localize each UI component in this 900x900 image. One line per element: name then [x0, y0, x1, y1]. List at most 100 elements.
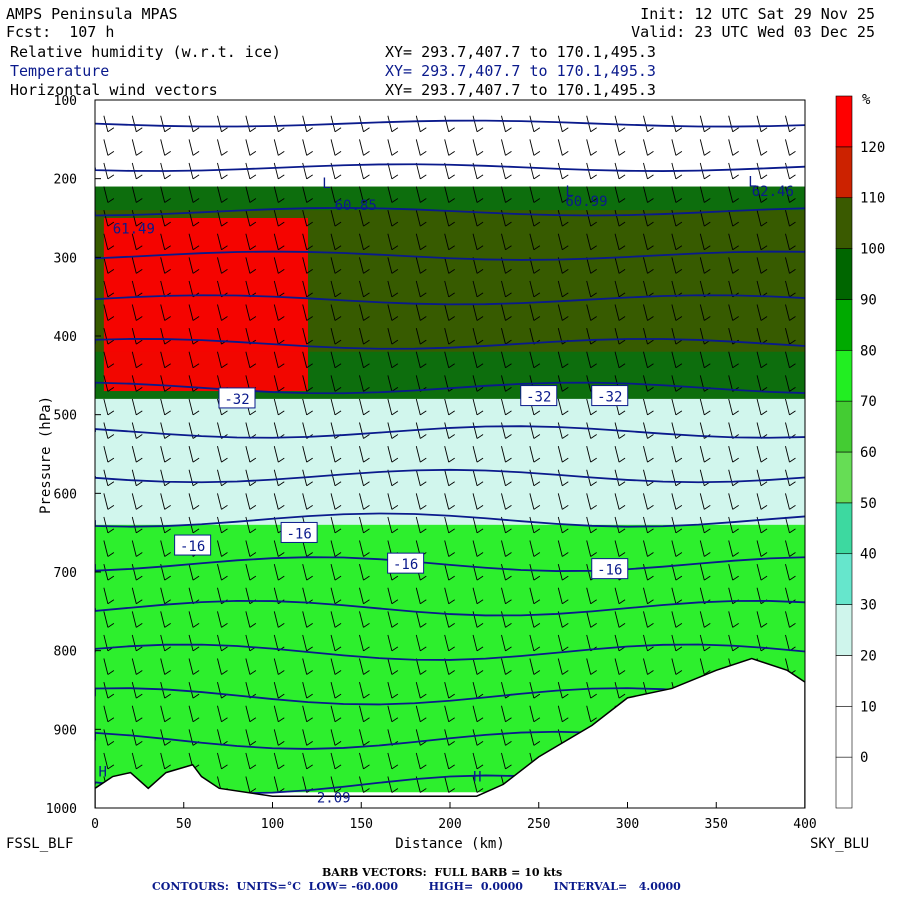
wind-barb: [302, 682, 308, 699]
wind-barb: [245, 564, 251, 581]
wind-barb: [273, 705, 279, 722]
wind-barb-flag: [647, 198, 654, 203]
wind-barb: [330, 375, 336, 392]
wind-barb: [330, 729, 336, 746]
wind-barb: [131, 469, 137, 486]
isotherm-line: [95, 338, 805, 350]
wind-barb: [245, 351, 251, 368]
wind-barb-flag: [533, 410, 541, 416]
wind-barb: [359, 493, 364, 510]
wind-barb: [103, 658, 109, 675]
wind-barb-flag: [136, 316, 143, 321]
colorbar-swatch: [835, 502, 853, 555]
wind-barb: [614, 257, 620, 274]
wind-barb-flag: [278, 717, 285, 723]
isotherm-line: [95, 643, 805, 661]
wind-barb-flag: [732, 410, 739, 416]
wind-barb-flag: [221, 245, 228, 251]
x-tick-label: 50: [176, 817, 192, 832]
temperature-label: -32: [526, 390, 551, 406]
wind-barb-flag: [590, 481, 597, 487]
wind-barb-flag: [420, 622, 427, 628]
wind-barb-flag: [278, 410, 285, 416]
wind-barb: [273, 540, 279, 557]
wind-barb: [160, 493, 166, 510]
y-axis-label: Pressure (hPa): [38, 396, 54, 514]
wind-barb: [501, 564, 506, 581]
wind-barb: [444, 705, 450, 722]
wind-barb-flag: [732, 504, 739, 510]
wind-barb-flag: [448, 622, 455, 628]
y-tick-label: 800: [54, 645, 77, 660]
wind-barb-flag: [136, 457, 143, 463]
wind-barb-flag: [704, 198, 711, 203]
wind-barb: [643, 540, 648, 557]
wind-barb-flag: [675, 528, 683, 534]
wind-barb: [501, 634, 506, 652]
wind-barb: [501, 469, 506, 486]
wind-barb-flag: [334, 221, 342, 227]
wind-barb: [217, 752, 222, 770]
wind-barb: [131, 328, 137, 345]
wind-barb: [785, 139, 790, 156]
wind-barb: [472, 776, 478, 793]
model-title: AMPS Peninsula MPAS: [6, 5, 178, 23]
wind-barb-flag: [278, 386, 285, 392]
wind-barb-flag: [391, 670, 399, 675]
wind-barb: [387, 162, 393, 180]
wind-barb: [643, 446, 648, 463]
wind-barb-flag: [590, 245, 597, 251]
wind-barb-flag: [789, 457, 796, 463]
wind-barb: [359, 210, 364, 227]
wind-barb: [501, 328, 506, 345]
wind-barb-flag: [732, 528, 739, 534]
wind-barb-flag: [647, 363, 654, 369]
y-tick-label: 900: [54, 723, 77, 738]
wind-barb: [160, 257, 166, 274]
x-axis-label: Distance (km): [395, 836, 505, 852]
wind-barb: [472, 611, 478, 628]
wind-barb-flag: [136, 434, 143, 439]
wind-barb-flag: [363, 646, 370, 652]
wind-barb-flag: [505, 127, 512, 133]
wind-barb-flag: [136, 622, 143, 628]
wind-barb-flag: [704, 552, 711, 557]
wind-barb-flag: [391, 575, 399, 581]
wind-barb-flag: [107, 198, 115, 203]
wind-barb: [160, 540, 166, 557]
wind-barb-flag: [192, 528, 200, 534]
wind-barb-flag: [789, 150, 796, 156]
wind-barb: [359, 398, 364, 416]
extrema-label: 61.49: [113, 222, 155, 238]
wind-barb: [387, 776, 393, 793]
wind-barb: [643, 139, 648, 156]
wind-barb: [160, 422, 166, 439]
wind-barb: [330, 587, 336, 604]
wind-barb-flag: [334, 268, 342, 274]
wind-barb-flag: [107, 339, 115, 345]
wind-barb: [217, 705, 222, 722]
wind-barb: [728, 186, 734, 203]
wind-barb-flag: [618, 410, 626, 416]
wind-barb: [359, 705, 364, 722]
wind-barb-flag: [590, 339, 597, 345]
wind-barb: [103, 398, 109, 416]
wind-barb: [557, 304, 563, 321]
wind-barb: [415, 493, 421, 510]
colorbar-swatch: [835, 248, 853, 300]
wind-barb-flag: [136, 504, 143, 510]
wind-barb-flag: [704, 268, 711, 274]
wind-barb-flag: [391, 410, 399, 416]
wind-barb-flag: [221, 504, 228, 510]
wind-barb: [643, 233, 648, 250]
wind-barb-flag: [164, 622, 171, 628]
wind-barb-flag: [732, 622, 739, 628]
wind-barb-flag: [334, 198, 342, 203]
wind-barb: [614, 233, 620, 250]
wind-barb: [415, 233, 421, 250]
wind-barb: [273, 422, 279, 439]
wind-barb: [671, 540, 677, 557]
wind-barb-flag: [760, 268, 768, 274]
wind-barb-flag: [760, 316, 768, 321]
wind-barb: [501, 186, 506, 203]
